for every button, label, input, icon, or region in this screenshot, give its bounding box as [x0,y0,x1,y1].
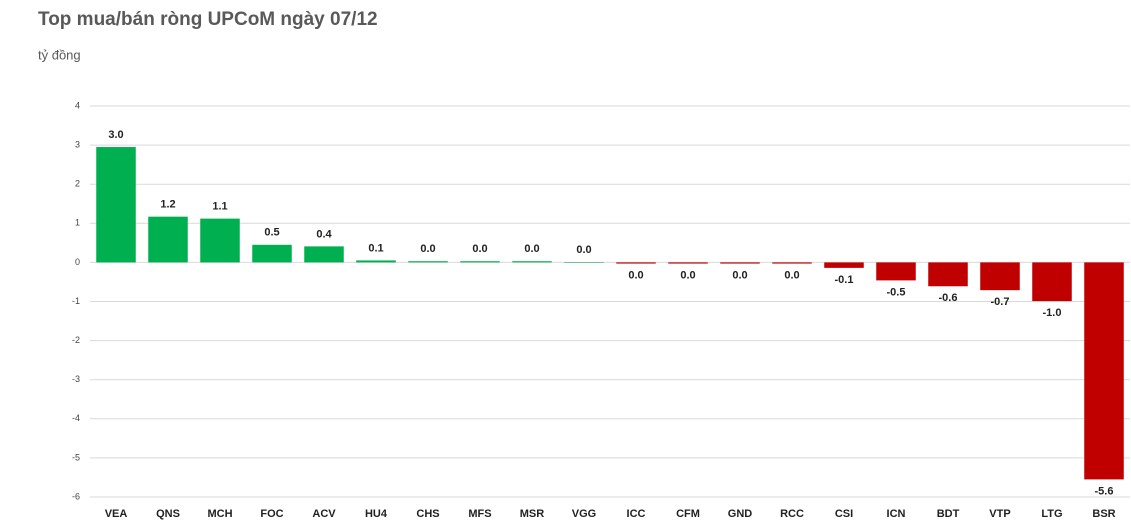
x-tick-label: HU4 [365,508,388,520]
x-tick-label: MCH [207,508,232,520]
bar [720,262,760,264]
y-tick-label: -1 [72,296,80,306]
y-tick-label: -4 [72,413,80,423]
value-label: 0.0 [680,269,695,281]
bar [96,147,136,263]
x-tick-label: VEA [105,508,128,520]
bar [1084,262,1124,480]
x-tick-label: FOC [260,508,283,520]
value-label: 0.0 [420,243,435,255]
x-tick-label: CHS [416,508,439,520]
bar [824,262,864,268]
y-tick-label: -6 [72,491,80,501]
bar [876,262,916,281]
value-label: -1.0 [1043,307,1062,319]
bar [512,261,552,263]
chart-title: Top mua/bán ròng UPCoM ngày 07/12 [38,9,378,30]
value-label: -0.5 [887,286,906,298]
x-tick-label: ACV [312,508,336,520]
y-tick-label: -5 [72,452,80,462]
bar [200,218,240,263]
bar [616,262,656,264]
bar [148,216,188,263]
value-label: 0.0 [576,244,591,256]
chart-subtitle: tỷ đồng [38,47,81,62]
y-tick-label: 1 [75,218,80,228]
value-label: 1.2 [160,199,175,211]
x-tick-label: BSR [1092,508,1115,520]
value-label: 0.0 [472,243,487,255]
bar [928,262,968,287]
x-tick-label: CSI [835,508,853,520]
x-tick-label: ICN [887,508,906,520]
value-label: 0.0 [732,269,747,281]
x-tick-label: QNS [156,508,180,520]
x-tick-label: ICC [627,508,646,520]
x-tick-label: CFM [676,508,700,520]
value-label: 3.0 [108,129,123,141]
y-tick-label: 4 [75,100,80,110]
bar [252,244,292,263]
y-tick-label: -2 [72,335,80,345]
bar [1032,262,1072,302]
value-label: 1.1 [212,201,227,213]
y-tick-label: 2 [75,179,80,189]
x-tick-label: MFS [468,508,491,520]
x-tick-label: MSR [520,508,545,520]
value-label: 0.1 [368,242,383,254]
x-tick-label: BDT [937,508,960,520]
bar [772,262,812,264]
bar [460,261,500,263]
value-label: 0.0 [524,243,539,255]
y-tick-label: 0 [75,257,80,267]
x-tick-label: RCC [780,508,804,520]
bar [980,262,1020,291]
bar [564,262,604,263]
x-tick-label: LTG [1041,508,1062,520]
value-label: 0.0 [784,269,799,281]
value-label: 0.4 [316,228,332,240]
value-label: 0.5 [264,227,279,239]
bar [668,262,708,264]
value-label: -0.6 [939,292,958,304]
bar [304,246,344,263]
value-label: -5.6 [1095,485,1114,497]
x-tick-label: VGG [572,508,596,520]
value-label: -0.7 [991,296,1010,308]
bar [356,260,396,263]
x-tick-label: GND [728,508,753,520]
y-tick-label: 3 [75,139,80,149]
value-label: -0.1 [835,274,854,286]
y-tick-label: -3 [72,374,80,384]
bar [408,261,448,263]
x-tick-label: VTP [989,508,1010,520]
value-label: 0.0 [628,269,643,281]
